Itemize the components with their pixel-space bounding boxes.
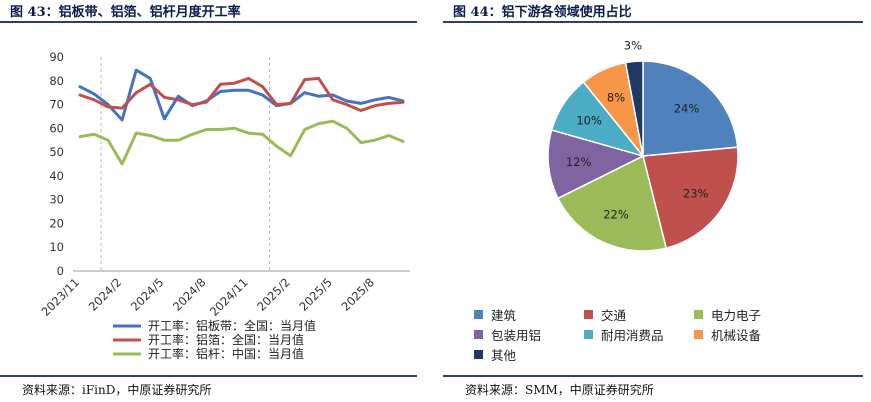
y-tick-label: 50 bbox=[49, 145, 64, 159]
pie-label-5: 10% bbox=[576, 113, 602, 127]
y-tick-label: 90 bbox=[49, 50, 64, 64]
pie-legend-item: 机械设备 bbox=[694, 325, 761, 344]
pie-legend-item: 耐用消费品 bbox=[584, 325, 664, 344]
line-chart-source: 资料来源：iFinD，中原证券研究所 bbox=[22, 383, 212, 397]
legend-label: 包装用铝 bbox=[491, 328, 542, 343]
pie-legend-item: 其他 bbox=[474, 345, 516, 364]
pie-label-6: 8% bbox=[607, 90, 625, 104]
pie-legend-item: 包装用铝 bbox=[474, 325, 541, 344]
x-tick-label: 2025/5 bbox=[296, 275, 335, 314]
legend-label: 机械设备 bbox=[711, 328, 762, 343]
legend-label: 电力电子 bbox=[711, 308, 762, 323]
x-tick-label: 2024/11 bbox=[207, 275, 251, 319]
pie-chart-title: 图 44：铝下游各领域使用占比 bbox=[453, 5, 632, 20]
y-tick-label: 40 bbox=[49, 169, 64, 183]
series-line-1 bbox=[78, 68, 405, 122]
x-tick-label: 2024/5 bbox=[128, 275, 167, 314]
legend-label-1: 开工率：铝板带：全国：当月值 bbox=[148, 318, 316, 333]
pie-label-7: 3% bbox=[624, 39, 642, 53]
series-line-2 bbox=[78, 76, 405, 112]
legend-swatch bbox=[474, 310, 483, 319]
legend-label: 其他 bbox=[491, 348, 517, 363]
legend-swatch bbox=[584, 330, 593, 339]
y-tick-label: 30 bbox=[49, 193, 64, 207]
pie-label-1: 24% bbox=[674, 101, 700, 115]
legend-label: 耐用消费品 bbox=[601, 328, 664, 343]
pie-chart-source: 资料来源：SMM，中原证券研究所 bbox=[465, 383, 654, 397]
legend-swatch bbox=[474, 350, 483, 359]
pie-chart-panel: 图 44：铝下游各领域使用占比 24% 23% 22% 12% 10% 8% 3% 建筑 交通… bbox=[443, 0, 871, 402]
x-tick-label: 2025/8 bbox=[339, 275, 378, 314]
top-rule bbox=[443, 21, 863, 23]
y-tick-label: 60 bbox=[49, 121, 64, 135]
pie-legend-item: 电力电子 bbox=[694, 305, 761, 324]
pie-label-2: 23% bbox=[683, 186, 709, 200]
top-rule bbox=[0, 21, 417, 23]
pie-legend-item: 建筑 bbox=[474, 305, 516, 324]
legend-swatch bbox=[584, 310, 593, 319]
line-chart-panel: 图 43：铝板带、铝箔、铝杆月度开工率 0 10 20 30 40 50 60 70 80 90 2… bbox=[0, 0, 425, 402]
bottom-rule bbox=[0, 375, 417, 377]
y-tick-label: 80 bbox=[49, 74, 64, 88]
y-tick-label: 70 bbox=[49, 98, 64, 112]
x-tick-label: 2024/2 bbox=[86, 275, 125, 314]
y-tick-label: 10 bbox=[49, 240, 64, 254]
pie-slice-7 bbox=[624, 60, 644, 157]
pie-label-4: 12% bbox=[566, 155, 592, 169]
x-tick-label: 2025/2 bbox=[254, 275, 293, 314]
legend-swatch bbox=[474, 330, 483, 339]
legend-label: 交通 bbox=[601, 308, 627, 323]
legend-swatch bbox=[694, 330, 703, 339]
bottom-rule bbox=[443, 375, 863, 377]
y-tick-label: 0 bbox=[57, 264, 64, 278]
legend-label: 建筑 bbox=[491, 308, 517, 323]
y-tick-label: 20 bbox=[49, 216, 64, 230]
pie-label-3: 22% bbox=[603, 208, 629, 222]
pie-slice-3 bbox=[556, 154, 668, 252]
pie-legend-item: 交通 bbox=[584, 305, 626, 324]
x-tick-label: 2023/11 bbox=[38, 275, 82, 319]
pie-slice-1 bbox=[642, 60, 739, 157]
pie-slice-2 bbox=[642, 146, 739, 250]
pie-slice-4 bbox=[547, 129, 646, 200]
legend-label-2: 开工率：铝箔：全国：当月值 bbox=[148, 332, 304, 347]
series-line-3 bbox=[78, 119, 405, 166]
legend-swatch bbox=[694, 310, 703, 319]
line-chart-title: 图 43：铝板带、铝箔、铝杆月度开工率 bbox=[10, 5, 241, 20]
legend-label-3: 开工率：铝杆：中国：当月值 bbox=[148, 346, 304, 361]
pie-chart: 24% 23% 22% 12% 10% 8% 3% bbox=[547, 39, 739, 252]
x-tick-label: 2024/8 bbox=[170, 275, 209, 314]
